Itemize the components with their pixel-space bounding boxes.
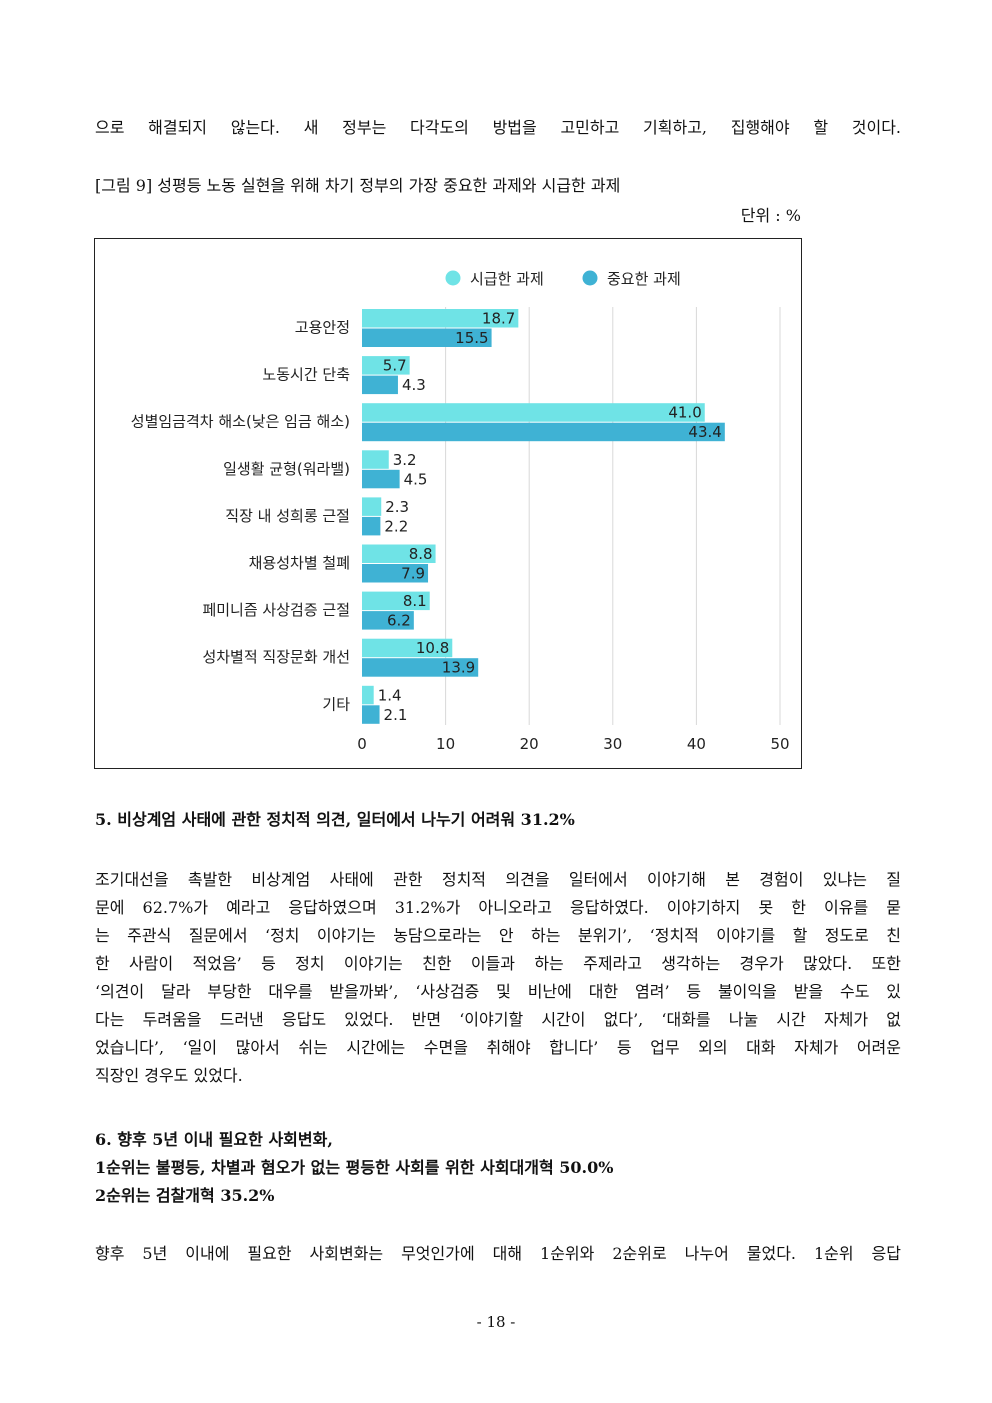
data-label: 8.8	[409, 545, 433, 563]
data-label: 43.4	[688, 423, 721, 441]
category-label: 성차별적 직장문화 개선	[202, 648, 350, 666]
data-label: 7.9	[401, 565, 425, 583]
bar	[362, 403, 705, 422]
data-label: 2.3	[385, 498, 409, 516]
x-tick-label: 10	[436, 735, 455, 753]
paragraph-line: 조기대선을 촉발한 비상계엄 사태에 관한 정치적 의견을 일터에서 이야기해 …	[95, 870, 901, 889]
paragraph-line: 었습니다’, ‘일이 많아서 쉬는 시간에는 수면을 취해야 합니다’ 등 업무…	[95, 1038, 901, 1057]
legend-label: 중요한 과제	[607, 270, 681, 288]
figure-caption: [그림 9] 성평등 노동 실현을 위해 차기 정부의 가장 중요한 과제와 시…	[95, 176, 621, 195]
category-label: 고용안정	[295, 319, 350, 337]
bar	[362, 591, 430, 611]
category-label: 채용성차별 철폐	[249, 554, 350, 572]
x-tick-label: 40	[687, 735, 706, 753]
data-label: 8.1	[403, 592, 427, 610]
category-label: 노동시간 단축	[262, 366, 350, 384]
paragraph-line: ‘의견이 달라 부당한 대우를 받을까봐’, ‘사상검증 및 비난에 대한 염려…	[95, 982, 901, 1001]
bar	[362, 638, 453, 658]
bar	[362, 497, 382, 516]
paragraph-line: 다는 두려움을 드러낸 응답도 있었다. 반면 ‘이야기할 시간이 없다’, ‘…	[95, 1010, 901, 1029]
bar	[362, 375, 398, 395]
bar	[362, 328, 492, 347]
data-label: 1.4	[378, 686, 402, 704]
bar	[362, 309, 519, 328]
bar	[362, 422, 725, 442]
bar	[362, 705, 380, 724]
x-tick-label: 0	[357, 735, 367, 753]
data-label: 15.5	[455, 329, 488, 347]
bar	[362, 685, 374, 705]
figure-unit: 단위 : %	[740, 206, 801, 225]
bar	[362, 516, 381, 536]
section-5-heading: 5. 비상계엄 사태에 관한 정치적 의견, 일터에서 나누기 어려워 31.2…	[95, 810, 575, 829]
data-label: 5.7	[383, 357, 407, 375]
page-number: - 18 -	[476, 1313, 516, 1331]
paragraph-line: 한 사람이 적었음’ 등 정치 이야기는 친한 이들과 하는 주제라고 생각하는…	[95, 954, 901, 973]
data-label: 18.7	[482, 310, 515, 328]
data-label: 4.5	[404, 470, 428, 488]
section-6-heading-line: 1순위는 불평등, 차별과 혐오가 없는 평등한 사회를 위한 사회대개혁 50…	[95, 1158, 614, 1177]
bar	[362, 450, 389, 469]
data-label: 41.0	[668, 404, 701, 422]
paragraph-line: 문에 62.7%가 예라고 응답하였으며 31.2%가 아니오라고 응답하였다.…	[95, 898, 901, 917]
body-text-line: 으로 해결되지 않는다. 새 정부는 다각도의 방법을 고민하고 기획하고, 집…	[95, 118, 901, 137]
bar	[362, 611, 414, 630]
legend-marker	[582, 270, 598, 286]
category-label: 직장 내 성희롱 근절	[225, 507, 350, 525]
data-label: 13.9	[442, 659, 475, 677]
paragraph-line: 직장인 경우도 있었다.	[95, 1066, 243, 1085]
x-tick-label: 30	[603, 735, 622, 753]
section-6-heading-line: 6. 향후 5년 이내 필요한 사회변화,	[95, 1130, 333, 1149]
bar	[362, 564, 429, 583]
bar	[362, 356, 410, 375]
bar	[362, 469, 400, 489]
bar	[362, 544, 436, 563]
category-label: 일생활 균형(워라밸)	[223, 460, 350, 478]
legend-marker	[445, 270, 461, 286]
x-tick-label: 50	[770, 735, 789, 753]
data-label: 6.2	[387, 612, 411, 630]
category-label: 페미니즘 사상검증 근절	[202, 601, 350, 619]
x-tick-label: 20	[520, 735, 539, 753]
data-label: 10.8	[416, 639, 449, 657]
bar	[362, 658, 479, 677]
paragraph-line: 는 주관식 질문에서 ‘정치 이야기는 농담으로라는 안 하는 분위기’, ‘정…	[95, 926, 901, 945]
section-6-heading-line: 2순위는 검찰개혁 35.2%	[95, 1186, 275, 1205]
data-label: 4.3	[402, 376, 426, 394]
category-label: 기타	[322, 695, 350, 713]
legend-label: 시급한 과제	[470, 270, 544, 288]
category-label: 성별임금격차 해소(낮은 임금 해소)	[131, 413, 350, 431]
data-label: 2.2	[384, 517, 408, 535]
data-label: 3.2	[393, 451, 417, 469]
data-label: 2.1	[384, 706, 408, 724]
section-6-paragraph-line: 향후 5년 이내에 필요한 사회변화는 무엇인가에 대해 1순위와 2순위로 나…	[95, 1244, 901, 1263]
